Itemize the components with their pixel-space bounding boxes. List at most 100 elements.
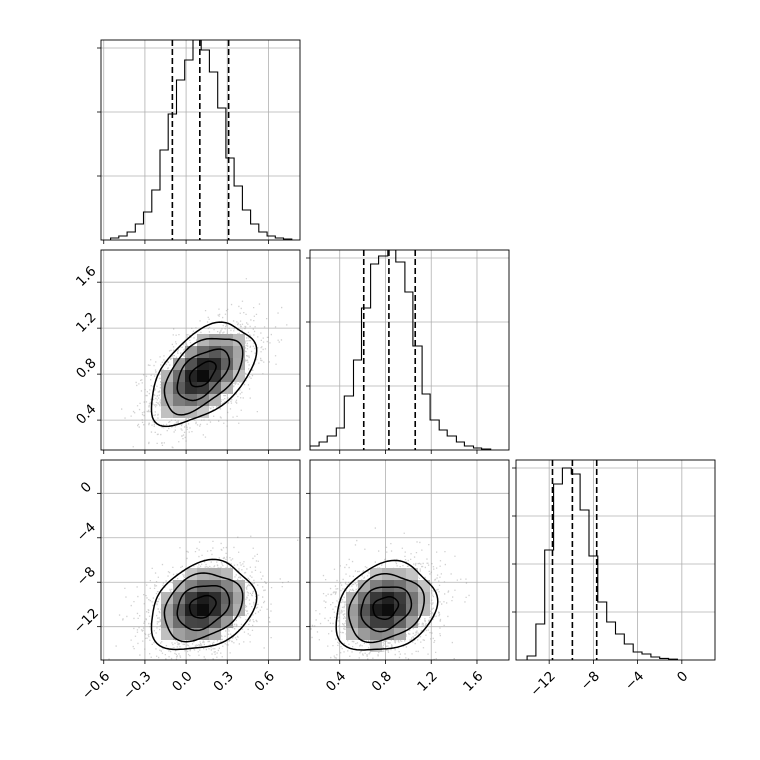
density-cell bbox=[394, 592, 406, 604]
density-cell bbox=[173, 358, 185, 370]
density-cell bbox=[358, 604, 370, 616]
density-layer bbox=[121, 278, 288, 450]
density-cell bbox=[358, 628, 370, 640]
density-cell bbox=[173, 628, 185, 640]
density-cell bbox=[173, 382, 185, 394]
axes-frame bbox=[309, 249, 510, 451]
density-cell bbox=[197, 604, 209, 616]
density-cell bbox=[185, 580, 197, 592]
density-cell bbox=[370, 616, 382, 628]
density-layer bbox=[310, 527, 470, 660]
x-tick-label: 0.8 bbox=[369, 668, 396, 695]
x-tick-label: −0.6 bbox=[79, 668, 113, 702]
density-panel-p1-p2 bbox=[306, 459, 510, 664]
density-cell bbox=[209, 592, 221, 604]
density-cell bbox=[382, 580, 394, 592]
axes-frame bbox=[100, 459, 301, 661]
histogram-panel-p0 bbox=[97, 39, 301, 244]
density-cell bbox=[185, 616, 197, 628]
density-cell bbox=[197, 382, 209, 394]
density-cell bbox=[209, 346, 221, 358]
density-cell bbox=[382, 592, 394, 604]
density-cell bbox=[173, 406, 185, 418]
density-layer bbox=[108, 535, 299, 660]
density-cell bbox=[197, 568, 209, 580]
density-cell bbox=[173, 616, 185, 628]
axes-frame bbox=[515, 459, 716, 661]
density-cell bbox=[173, 394, 185, 406]
density-panel-p0-p2 bbox=[97, 459, 301, 664]
contour-line bbox=[176, 584, 231, 632]
density-cell bbox=[173, 604, 185, 616]
y-tick-label: 1.2 bbox=[73, 309, 100, 336]
density-panel-p0-p1 bbox=[97, 249, 301, 454]
density-cell bbox=[209, 394, 221, 406]
axes-frame bbox=[100, 249, 301, 451]
contour-line bbox=[163, 337, 244, 416]
histogram-steps bbox=[110, 40, 293, 240]
density-cell bbox=[370, 628, 382, 640]
contour-line bbox=[372, 595, 400, 620]
density-cell bbox=[185, 382, 197, 394]
x-tick-label: 1.2 bbox=[414, 668, 441, 695]
x-tick-label: −12 bbox=[527, 668, 558, 699]
density-cell bbox=[185, 604, 197, 616]
density-cell bbox=[161, 406, 173, 418]
histogram-steps bbox=[310, 250, 492, 450]
density-cell bbox=[209, 382, 221, 394]
density-cell bbox=[161, 604, 173, 616]
x-tick-label: −4 bbox=[622, 668, 647, 693]
histogram-panel-p1 bbox=[306, 249, 510, 454]
y-tick-label: −8 bbox=[74, 564, 99, 589]
x-tick-label: 0.6 bbox=[252, 668, 279, 695]
density-cell bbox=[197, 406, 209, 418]
density-cell bbox=[161, 382, 173, 394]
axes-frame bbox=[100, 39, 301, 241]
density-cell bbox=[161, 592, 173, 604]
density-cell bbox=[197, 628, 209, 640]
contour-line bbox=[347, 572, 425, 644]
contour-line bbox=[176, 348, 231, 402]
y-tick-label: −12 bbox=[71, 605, 102, 636]
x-tick-label: 0.4 bbox=[323, 668, 350, 695]
density-cell bbox=[221, 346, 233, 358]
density-cell bbox=[185, 592, 197, 604]
density-cell bbox=[233, 604, 245, 616]
density-cell bbox=[406, 568, 418, 580]
density-cell bbox=[382, 604, 394, 616]
density-cell bbox=[197, 370, 209, 382]
density-cell bbox=[161, 394, 173, 406]
density-cell bbox=[197, 394, 209, 406]
x-tick-label: 1.6 bbox=[460, 668, 487, 695]
density-cell bbox=[209, 604, 221, 616]
contour-line bbox=[188, 360, 217, 388]
density-cell bbox=[233, 334, 245, 346]
x-tick-label: 0 bbox=[674, 668, 691, 685]
contour-line bbox=[188, 594, 217, 619]
density-cell bbox=[370, 604, 382, 616]
density-cell bbox=[346, 628, 358, 640]
density-cell bbox=[358, 580, 370, 592]
contour-line bbox=[163, 572, 244, 643]
y-tick-label: 0.8 bbox=[73, 355, 100, 382]
density-cell bbox=[221, 370, 233, 382]
contour-line bbox=[335, 559, 439, 651]
density-cell bbox=[161, 616, 173, 628]
density-cell bbox=[394, 604, 406, 616]
density-cell bbox=[197, 616, 209, 628]
density-cell bbox=[221, 580, 233, 592]
y-tick-label: 1.6 bbox=[73, 263, 100, 290]
contour-line bbox=[150, 321, 258, 428]
x-tick-label: 0.3 bbox=[210, 668, 237, 695]
x-tick-label: −0.3 bbox=[120, 668, 154, 702]
density-cell bbox=[370, 592, 382, 604]
axes-frame bbox=[309, 459, 510, 661]
density-cell bbox=[185, 628, 197, 640]
y-tick-label: 0.4 bbox=[73, 401, 100, 428]
y-tick-label: 0 bbox=[78, 479, 95, 496]
contour-line bbox=[150, 558, 258, 651]
histogram-panel-p2 bbox=[512, 459, 716, 664]
density-cell bbox=[346, 604, 358, 616]
